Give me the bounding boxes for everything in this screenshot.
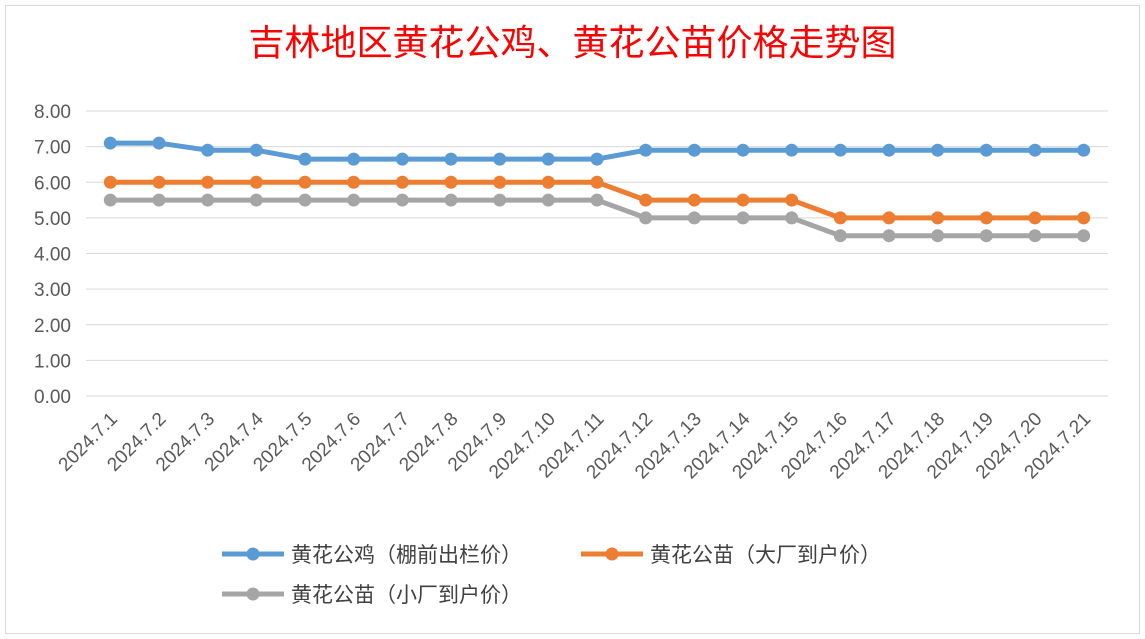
data-point — [590, 193, 604, 207]
data-point — [395, 152, 409, 166]
data-point — [395, 193, 409, 207]
chart-frame — [5, 5, 1140, 634]
data-point — [736, 193, 750, 207]
data-point — [931, 229, 945, 243]
y-tick-label: 1.00 — [34, 351, 71, 372]
y-tick-label: 8.00 — [34, 102, 71, 123]
legend: 黄花公鸡（棚前出栏价） 黄花公苗（大厂到户价） 黄花公苗（小厂到户价） — [222, 543, 881, 607]
data-point — [833, 211, 847, 225]
data-point — [979, 229, 993, 243]
data-point — [979, 211, 993, 225]
y-tick-label: 0.00 — [34, 387, 71, 408]
legend-item: 黄花公苗（小厂到户价） — [222, 583, 522, 607]
data-point — [103, 175, 117, 189]
data-point — [493, 193, 507, 207]
data-point — [541, 175, 555, 189]
data-point — [931, 211, 945, 225]
data-point — [833, 143, 847, 157]
data-point — [347, 152, 361, 166]
y-tick-label: 6.00 — [34, 173, 71, 194]
series-2 — [103, 193, 1091, 243]
data-point — [1028, 229, 1042, 243]
data-point — [249, 143, 263, 157]
data-point — [347, 193, 361, 207]
data-point — [882, 229, 896, 243]
data-point — [639, 193, 653, 207]
data-point — [1077, 211, 1091, 225]
data-point — [1028, 211, 1042, 225]
data-point — [298, 152, 312, 166]
data-point — [395, 175, 409, 189]
legend-marker — [605, 547, 619, 561]
data-point — [152, 193, 166, 207]
data-point — [639, 143, 653, 157]
data-point — [103, 193, 117, 207]
data-point — [541, 152, 555, 166]
data-point — [687, 211, 701, 225]
data-point — [687, 143, 701, 157]
legend-label: 黄花公苗（大厂到户价） — [650, 543, 881, 567]
y-tick-label: 3.00 — [34, 280, 71, 301]
data-point — [298, 193, 312, 207]
data-point — [590, 152, 604, 166]
data-point — [298, 175, 312, 189]
data-point — [979, 143, 993, 157]
data-point — [931, 143, 945, 157]
data-point — [1077, 229, 1091, 243]
y-tick-label: 5.00 — [34, 209, 71, 230]
data-point — [201, 143, 215, 157]
chart-title: 吉林地区黄花公鸡、黄花公苗价格走势图 — [248, 23, 897, 64]
legend-marker — [246, 547, 260, 561]
x-axis-ticks: 2024.7.12024.7.22024.7.32024.7.42024.7.5… — [55, 408, 1095, 483]
data-point — [347, 175, 361, 189]
data-point — [201, 193, 215, 207]
data-point — [152, 175, 166, 189]
data-point — [249, 193, 263, 207]
data-point — [249, 175, 263, 189]
data-point — [736, 211, 750, 225]
data-point — [785, 143, 799, 157]
data-point — [444, 152, 458, 166]
series-1 — [103, 175, 1091, 225]
data-point — [493, 152, 507, 166]
y-axis-ticks: 0.00 1.00 2.00 3.00 4.00 5.00 6.00 7.00 8.00 — [34, 102, 71, 408]
data-point — [736, 143, 750, 157]
data-point — [882, 143, 896, 157]
data-point — [103, 136, 117, 150]
data-point — [833, 229, 847, 243]
y-tick-label: 7.00 — [34, 138, 71, 159]
data-point — [785, 211, 799, 225]
data-point — [1077, 143, 1091, 157]
data-point — [639, 211, 653, 225]
legend-label: 黄花公鸡（棚前出栏价） — [291, 543, 522, 567]
data-point — [493, 175, 507, 189]
data-point — [444, 175, 458, 189]
data-point — [541, 193, 555, 207]
series-lines — [103, 136, 1091, 243]
legend-marker — [246, 587, 260, 601]
data-point — [444, 193, 458, 207]
y-tick-label: 2.00 — [34, 316, 71, 337]
y-tick-label: 4.00 — [34, 245, 71, 266]
data-point — [687, 193, 701, 207]
data-point — [152, 136, 166, 150]
series-0 — [103, 136, 1091, 166]
legend-item: 黄花公苗（大厂到户价） — [581, 543, 881, 567]
data-point — [785, 193, 799, 207]
data-point — [882, 211, 896, 225]
data-point — [590, 175, 604, 189]
data-point — [1028, 143, 1042, 157]
data-point — [201, 175, 215, 189]
legend-item: 黄花公鸡（棚前出栏价） — [222, 543, 522, 567]
legend-label: 黄花公苗（小厂到户价） — [291, 583, 522, 607]
